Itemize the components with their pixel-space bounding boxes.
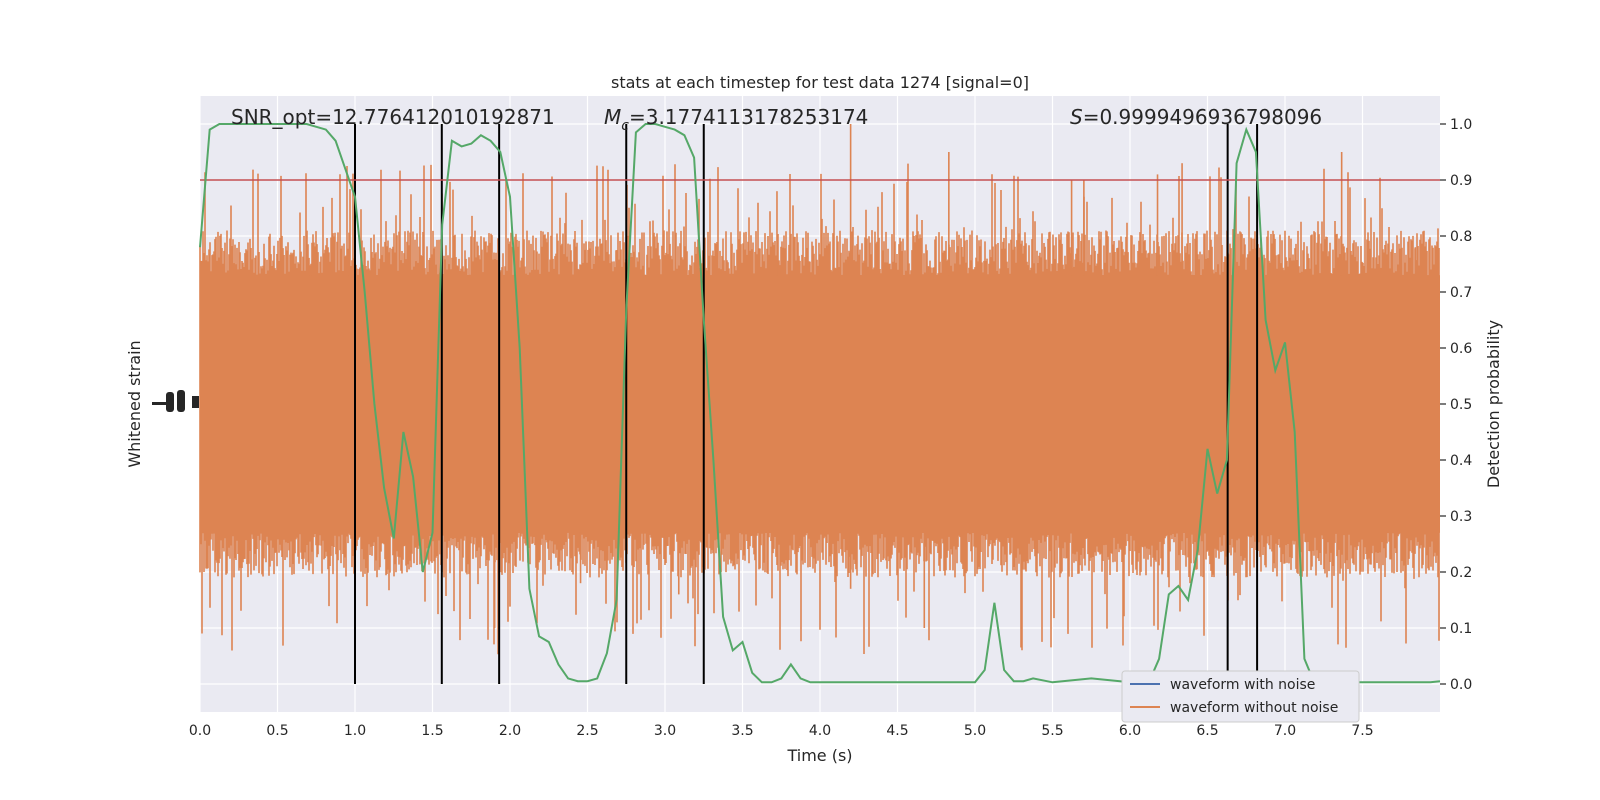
legend-label-without-noise: waveform without noise <box>1170 700 1338 716</box>
x-tick-label-14: 7.0 <box>1274 723 1296 739</box>
score-annotation: S=0.9999496936798096 <box>1070 105 1322 129</box>
x-tick-label-7: 3.5 <box>731 723 753 739</box>
mc-subscript: c <box>621 118 629 134</box>
x-tick-label-8: 4.0 <box>809 723 831 739</box>
legend: waveform with noise waveform without noi… <box>1121 670 1360 723</box>
chart-title: stats at each timestep for test data 127… <box>611 73 1029 92</box>
snr-annotation: SNR_opt=12.776412010192871 <box>231 105 555 129</box>
x-tick-label-1: 0.5 <box>266 723 288 739</box>
x-tick-label-15: 7.5 <box>1351 723 1373 739</box>
x-tick-label-12: 6.0 <box>1119 723 1141 739</box>
mc-symbol: M <box>604 105 621 129</box>
mc-value: =3.1774113178253174 <box>629 105 868 129</box>
s-symbol: S <box>1070 105 1083 129</box>
x-tick-label-11: 5.5 <box>1041 723 1063 739</box>
y-tick-label-3: 0.3 <box>1450 509 1472 525</box>
x-axis-ticks: 0.0 0.5 1.0 1.5 2.0 2.5 3.0 3.5 4.0 4.5 5.0 5.5 6.0 6… <box>189 723 1374 739</box>
y-tick-label-7: 0.7 <box>1450 285 1472 301</box>
x-tick-label-9: 4.5 <box>886 723 908 739</box>
y-tick-label-8: 0.8 <box>1450 229 1472 245</box>
y-tick-label-2: 0.2 <box>1450 565 1472 581</box>
x-tick-label-4: 2.0 <box>499 723 521 739</box>
y-tick-label-5: 0.5 <box>1450 397 1472 413</box>
x-tick-label-10: 5.0 <box>964 723 986 739</box>
noise-band <box>200 275 1440 533</box>
y-left-axis-title: Whitened strain <box>125 340 144 467</box>
s-value: =0.9999496936798096 <box>1083 105 1322 129</box>
x-tick-label-0: 0.0 <box>189 723 211 739</box>
y-right-axis-ticks: 0.0 0.1 0.2 0.3 0.4 0.5 0.6 0.7 0.8 0.9 1.0 <box>1440 117 1472 693</box>
y-tick-label-0: 0.0 <box>1450 677 1472 693</box>
x-tick-label-2: 1.0 <box>344 723 366 739</box>
y-tick-label-1: 0.1 <box>1450 621 1472 637</box>
left-axis-artifact <box>152 390 199 412</box>
y-tick-label-6: 0.6 <box>1450 341 1472 357</box>
x-tick-label-5: 2.5 <box>576 723 598 739</box>
chirp-mass-annotation: Mc=3.1774113178253174 <box>604 105 868 134</box>
probability-line <box>199 123 1441 684</box>
x-tick-label-6: 3.0 <box>654 723 676 739</box>
x-axis-title: Time (s) <box>786 746 852 765</box>
y-right-axis-title: Detection probability <box>1484 320 1503 488</box>
y-tick-label-10: 1.0 <box>1450 117 1472 133</box>
legend-frame <box>1121 670 1360 723</box>
legend-label-with-noise: waveform with noise <box>1170 677 1315 693</box>
y-tick-label-9: 0.9 <box>1450 173 1472 189</box>
y-tick-label-4: 0.4 <box>1450 453 1472 469</box>
x-tick-label-13: 6.5 <box>1196 723 1218 739</box>
noise-series <box>199 124 1440 655</box>
x-tick-label-3: 1.5 <box>421 723 443 739</box>
vertical-lines <box>354 124 1259 684</box>
